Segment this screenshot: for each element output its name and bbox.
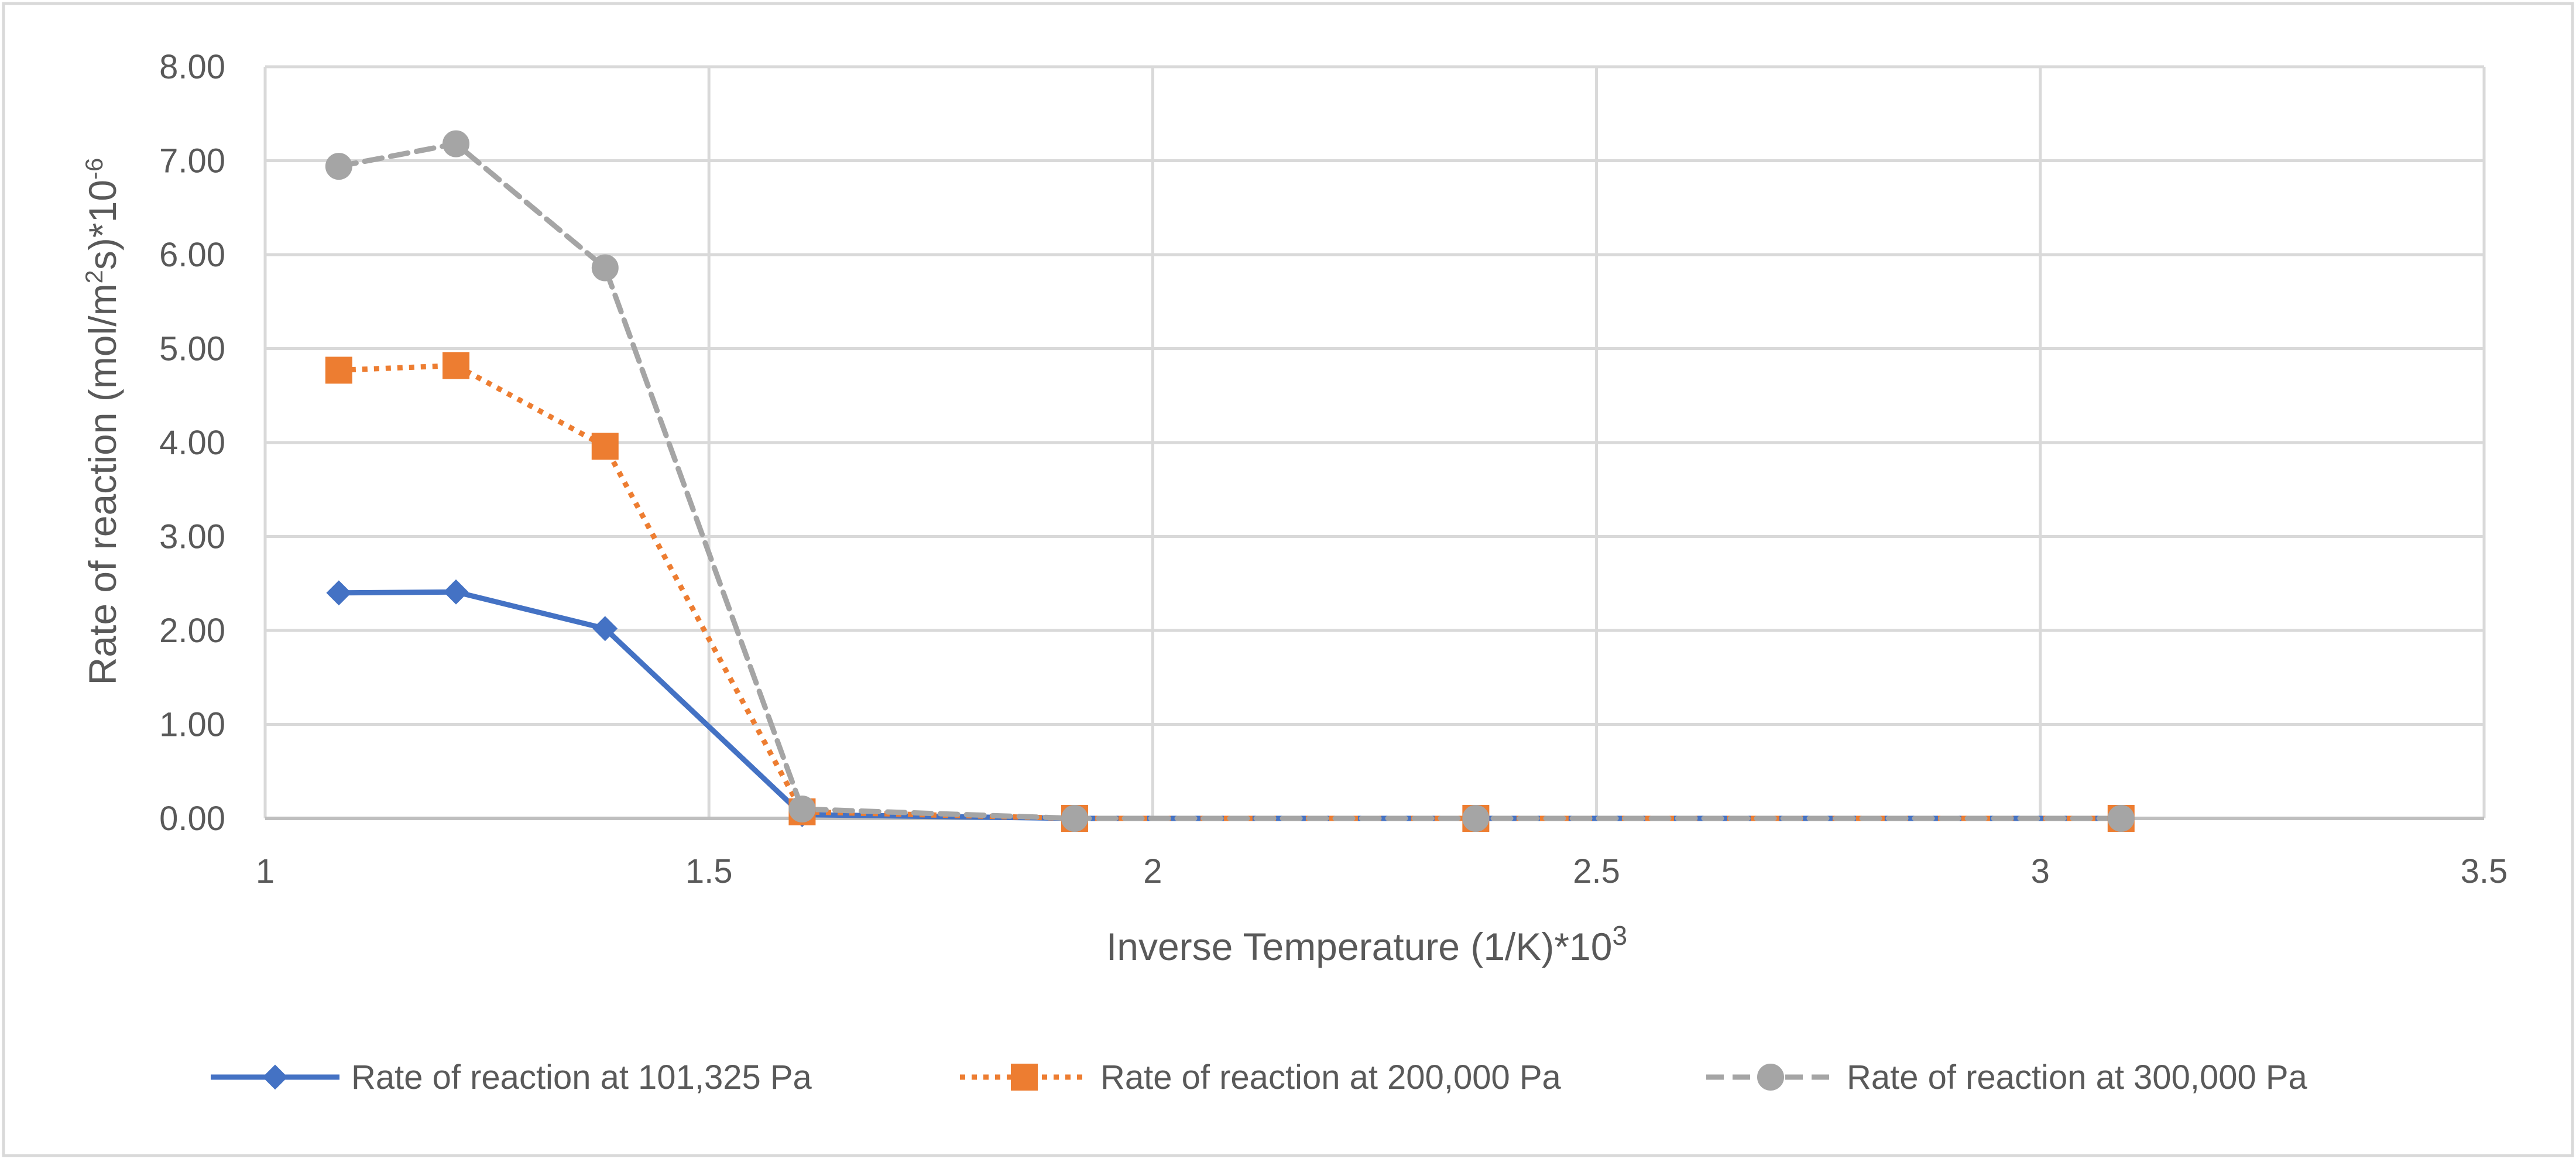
- y-tick-label: 7.00: [159, 142, 225, 180]
- y-axis-title-part-1: Rate of reaction (mol/m: [81, 283, 124, 685]
- plot-area: [325, 130, 2135, 832]
- y-tick-label: 6.00: [159, 236, 225, 274]
- data-point-200000-pa: [443, 352, 470, 379]
- data-point-300000-pa: [1061, 805, 1088, 832]
- y-axis-title-sup-1: 2: [80, 270, 108, 283]
- legend-label-300000-pa: Rate of reaction at 300,000 Pa: [1847, 1058, 2308, 1096]
- y-tick-label: 1.00: [159, 706, 225, 744]
- data-point-300000-pa: [1462, 805, 1490, 832]
- data-point-101325-pa: [592, 616, 618, 642]
- y-tick-label: 2.00: [159, 612, 225, 650]
- gridlines: [263, 65, 2486, 818]
- y-tick-label: 0.00: [159, 800, 225, 838]
- data-point-200000-pa: [591, 433, 619, 460]
- data-point-300000-pa: [788, 795, 816, 822]
- x-tick-label: 2.5: [1573, 852, 1620, 890]
- legend-marker-200000-pa: [1011, 1064, 1038, 1091]
- legend-label-200000-pa: Rate of reaction at 200,000 Pa: [1100, 1058, 1562, 1096]
- legend-marker-300000-pa: [1757, 1064, 1784, 1091]
- y-tick-label: 3.00: [159, 518, 225, 556]
- legend: Rate of reaction at 101,325 Pa Rate of re…: [211, 1058, 2308, 1096]
- y-tick-label: 8.00: [159, 48, 225, 86]
- y-tick-label: 4.00: [159, 424, 225, 462]
- legend-label-101325-pa: Rate of reaction at 101,325 Pa: [351, 1058, 812, 1096]
- data-point-200000-pa: [325, 357, 352, 384]
- data-point-101325-pa: [326, 580, 352, 606]
- legend-marker-101325-pa: [262, 1064, 288, 1090]
- x-tick-label: 1.5: [685, 852, 733, 890]
- y-axis-title-part-2: s)*10: [81, 180, 124, 270]
- x-tick-label: 3.5: [2461, 852, 2508, 890]
- data-point-300000-pa: [591, 254, 619, 282]
- y-axis-title-sup-2: -6: [80, 158, 108, 180]
- y-tick-label: 5.00: [159, 330, 225, 368]
- data-point-300000-pa: [443, 130, 470, 157]
- x-axis-title-sup: 3: [1612, 920, 1627, 951]
- data-point-101325-pa: [443, 579, 469, 605]
- data-point-300000-pa: [325, 153, 352, 180]
- x-axis-title: Inverse Temperature (1/K)*103: [1106, 920, 1627, 968]
- data-point-300000-pa: [2107, 805, 2135, 832]
- x-tick-label: 2: [1143, 852, 1162, 890]
- y-axis-title: Rate of reaction (mol/m2s)*10-6: [80, 158, 125, 685]
- x-tick-label: 3: [2031, 852, 2050, 890]
- x-tick-label: 1: [256, 852, 275, 890]
- x-axis-title-text: Inverse Temperature (1/K)*10: [1106, 925, 1613, 968]
